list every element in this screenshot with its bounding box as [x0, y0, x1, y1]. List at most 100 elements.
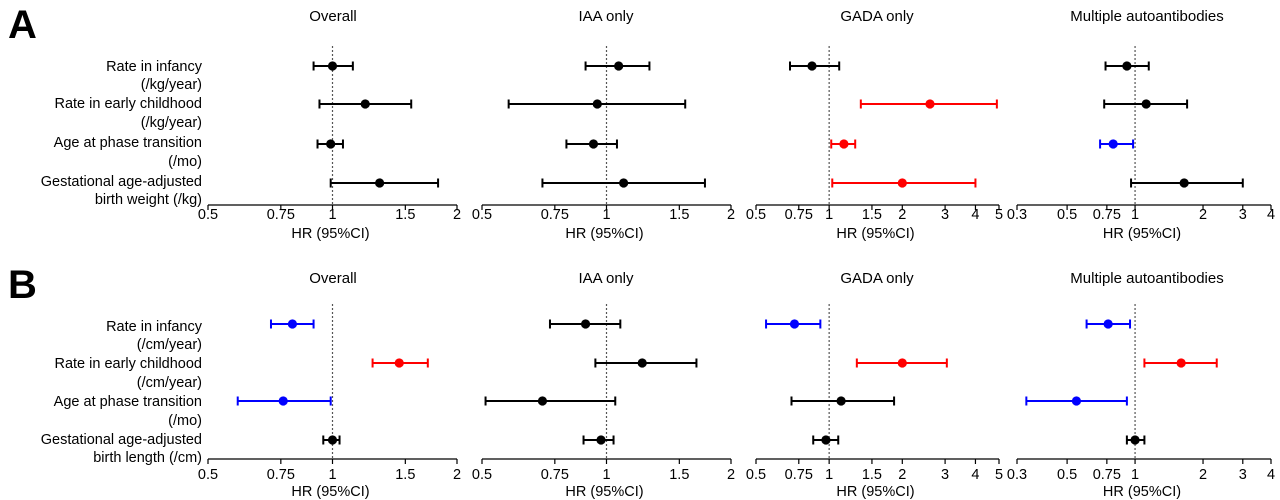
forest-plot-multiple-autoantibodies: Multiple autoantibodies 0.3 0.5 0.75 1 2 3 4 HR …	[1007, 270, 1275, 500]
x-axis-label: HR (95%CI)	[1103, 226, 1181, 242]
forest-plot-iaa-only: IAA only 0.5 0.75 1 1.5 2 HR (95%CI)	[472, 270, 735, 500]
row-label-unit: birth weight (/kg)	[95, 192, 202, 208]
x-tick-label: 5	[995, 467, 1003, 483]
plot-title: Overall	[309, 270, 357, 287]
x-tick-label: 0.75	[541, 207, 569, 223]
x-tick-label: 0.75	[1093, 467, 1121, 483]
hr-point	[596, 435, 606, 445]
forest-plot-iaa-only: IAA only 0.5 0.75 1 1.5 2 HR (95%CI)	[472, 8, 735, 242]
forest-plot-multiple-autoantibodies: Multiple autoantibodies 0.3 0.5 0.75 1 2 3 4 HR …	[1007, 8, 1275, 242]
x-tick-label: 0.5	[1057, 207, 1077, 223]
hr-point	[327, 61, 338, 71]
x-tick-label: 0.5	[746, 467, 766, 483]
x-tick-label: 2	[453, 467, 461, 483]
row-label: Age at phase transition	[54, 135, 202, 151]
row-label-unit: birth length (/cm)	[93, 450, 202, 466]
row-label: Rate in early childhood	[54, 96, 202, 112]
row-label-unit: (/mo)	[168, 154, 202, 170]
x-tick-label: 2	[727, 207, 735, 223]
x-axis-label: HR (95%CI)	[291, 226, 369, 242]
x-tick-label: 0.5	[198, 467, 218, 483]
forest-plot-gada-only: GADA only 0.5 0.75 1 1.5 2 3 4 5 HR (95%CI)	[746, 270, 1003, 500]
hr-point	[807, 61, 817, 71]
x-tick-label: 0.5	[198, 207, 218, 223]
panel-letter: B	[8, 263, 37, 307]
hr-point	[394, 358, 404, 368]
x-tick-label: 4	[1267, 467, 1275, 483]
x-tick-label: 2	[1199, 467, 1207, 483]
x-tick-label: 0.75	[267, 467, 295, 483]
forest-plot-overall: Overall 0.5 0.75 1 1.5 2 HR (95%CI)	[198, 8, 461, 242]
hr-point	[614, 61, 624, 71]
x-tick-label: 4	[971, 207, 979, 223]
x-tick-label: 0.3	[1007, 207, 1027, 223]
x-tick-label: 1	[602, 467, 610, 483]
hr-point	[925, 99, 935, 109]
x-tick-label: 0.5	[1057, 467, 1077, 483]
hr-point	[287, 319, 298, 329]
hr-point	[326, 139, 336, 149]
x-axis-label: HR (95%CI)	[1103, 484, 1181, 500]
hr-point	[588, 139, 599, 149]
hr-point	[375, 178, 385, 188]
hr-point	[789, 319, 800, 329]
x-tick-label: 1	[328, 467, 336, 483]
x-tick-label: 5	[995, 207, 1003, 223]
x-tick-label: 1.5	[395, 207, 415, 223]
row-label: Gestational age-adjusted	[41, 432, 202, 448]
x-tick-label: 1.5	[862, 207, 882, 223]
row-label: Gestational age-adjusted	[41, 174, 202, 190]
plot-title: GADA only	[840, 270, 914, 287]
plot-title: Overall	[309, 8, 357, 25]
x-tick-label: 0.75	[785, 207, 813, 223]
x-tick-label: 2	[727, 467, 735, 483]
x-tick-label: 2	[898, 207, 906, 223]
x-tick-label: 0.5	[472, 207, 492, 223]
panel-b: B Rate in infancy (/cm/year) Rate in early …	[8, 263, 1275, 500]
row-label-unit: (/cm/year)	[137, 337, 202, 353]
hr-point	[897, 358, 907, 368]
x-tick-label: 0.5	[746, 207, 766, 223]
row-label-unit: (/mo)	[168, 413, 202, 429]
hr-point	[1108, 139, 1118, 149]
hr-point	[897, 178, 907, 188]
x-tick-label: 0.75	[1093, 207, 1121, 223]
x-tick-label: 1	[602, 207, 610, 223]
row-label-unit: (/kg/year)	[141, 115, 202, 131]
plot-title: Multiple autoantibodies	[1070, 8, 1223, 25]
x-tick-label: 4	[971, 467, 979, 483]
panel-letter: A	[8, 3, 37, 47]
x-tick-label: 3	[1239, 207, 1247, 223]
hr-point	[839, 139, 849, 149]
x-tick-label: 2	[1199, 207, 1207, 223]
hr-point	[637, 358, 647, 368]
x-tick-label: 0.75	[785, 467, 813, 483]
plot-title: IAA only	[578, 8, 634, 25]
row-label-unit: (/cm/year)	[137, 375, 202, 391]
x-tick-label: 3	[941, 207, 949, 223]
hr-point	[619, 178, 629, 188]
hr-point	[1130, 435, 1140, 445]
x-tick-label: 2	[898, 467, 906, 483]
row-label: Age at phase transition	[54, 394, 202, 410]
x-tick-label: 1	[328, 207, 336, 223]
hr-point	[821, 435, 831, 445]
x-tick-label: 3	[1239, 467, 1247, 483]
x-tick-label: 1	[825, 207, 833, 223]
x-tick-label: 0.75	[541, 467, 569, 483]
hr-point	[1176, 358, 1186, 368]
hr-point	[580, 319, 591, 329]
hr-point	[1141, 99, 1151, 109]
hr-point	[327, 435, 338, 445]
x-tick-label: 1	[1131, 207, 1139, 223]
x-tick-label: 0.3	[1007, 467, 1027, 483]
hr-point	[278, 396, 288, 406]
forest-plot-gada-only: GADA only 0.5 0.75 1 1.5 2 3 4 5 HR (95%CI)	[746, 8, 1003, 242]
x-tick-label: 0.5	[472, 467, 492, 483]
x-tick-label: 4	[1267, 207, 1275, 223]
hr-point	[360, 99, 370, 109]
row-label: Rate in early childhood	[54, 356, 202, 372]
hr-point	[592, 99, 602, 109]
x-axis-label: HR (95%CI)	[836, 484, 914, 500]
x-tick-label: 3	[941, 467, 949, 483]
